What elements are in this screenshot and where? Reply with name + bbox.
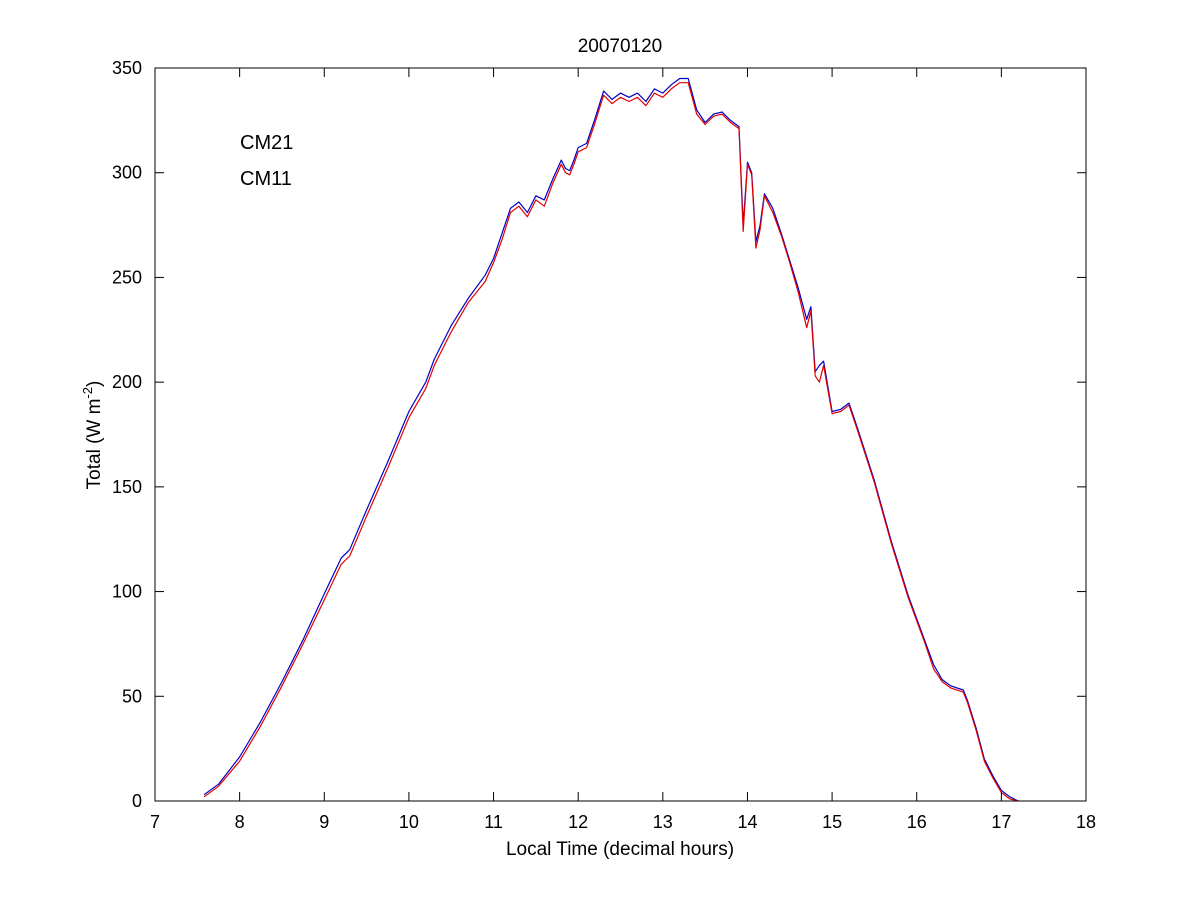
y-tick-label: 300	[112, 163, 142, 183]
legend-label-cm21: CM21	[240, 132, 293, 154]
x-tick-label: 13	[653, 812, 673, 832]
x-axis-label: Local Time (decimal hours)	[506, 839, 734, 860]
y-tick-label: 100	[112, 582, 142, 602]
x-tick-label: 8	[235, 812, 245, 832]
x-tick-label: 17	[991, 812, 1011, 832]
y-tick-label: 0	[132, 791, 142, 811]
series-line-cm11	[203, 82, 1019, 802]
series-layer	[203, 77, 1019, 802]
y-axis-label-superscript: -2	[80, 387, 95, 399]
y-axis-label-main: Total (W m	[84, 399, 105, 490]
y-tick-label: 150	[112, 477, 142, 497]
legend: CM21 CM11	[240, 132, 293, 190]
y-axis-label-close: )	[84, 381, 105, 387]
x-tick-label: 11	[484, 812, 503, 832]
x-tick-label: 9	[319, 812, 329, 832]
plot-area-frame	[154, 67, 1087, 802]
chart-title: 20070120	[578, 36, 663, 57]
x-tick-label: 18	[1076, 812, 1096, 832]
x-tick-label: 10	[399, 812, 419, 832]
legend-label-cm11: CM11	[240, 168, 292, 190]
x-tick-label: 7	[150, 812, 160, 832]
x-tick-label: 15	[822, 812, 842, 832]
x-tick-label: 14	[737, 812, 757, 832]
x-tick-label: 16	[907, 812, 927, 832]
tick-layer: 7 8 9 10 11 12 13 14 15 16 17 18 0 50 100 150 200 250 300 3…	[112, 58, 1096, 832]
y-axis-label: Total (W m-2)	[80, 381, 105, 490]
y-tick-label: 50	[122, 686, 142, 706]
y-tick-label: 250	[112, 267, 142, 287]
x-tick-label: 12	[568, 812, 588, 832]
y-tick-label: 200	[112, 372, 142, 392]
y-tick-label: 350	[112, 58, 142, 78]
